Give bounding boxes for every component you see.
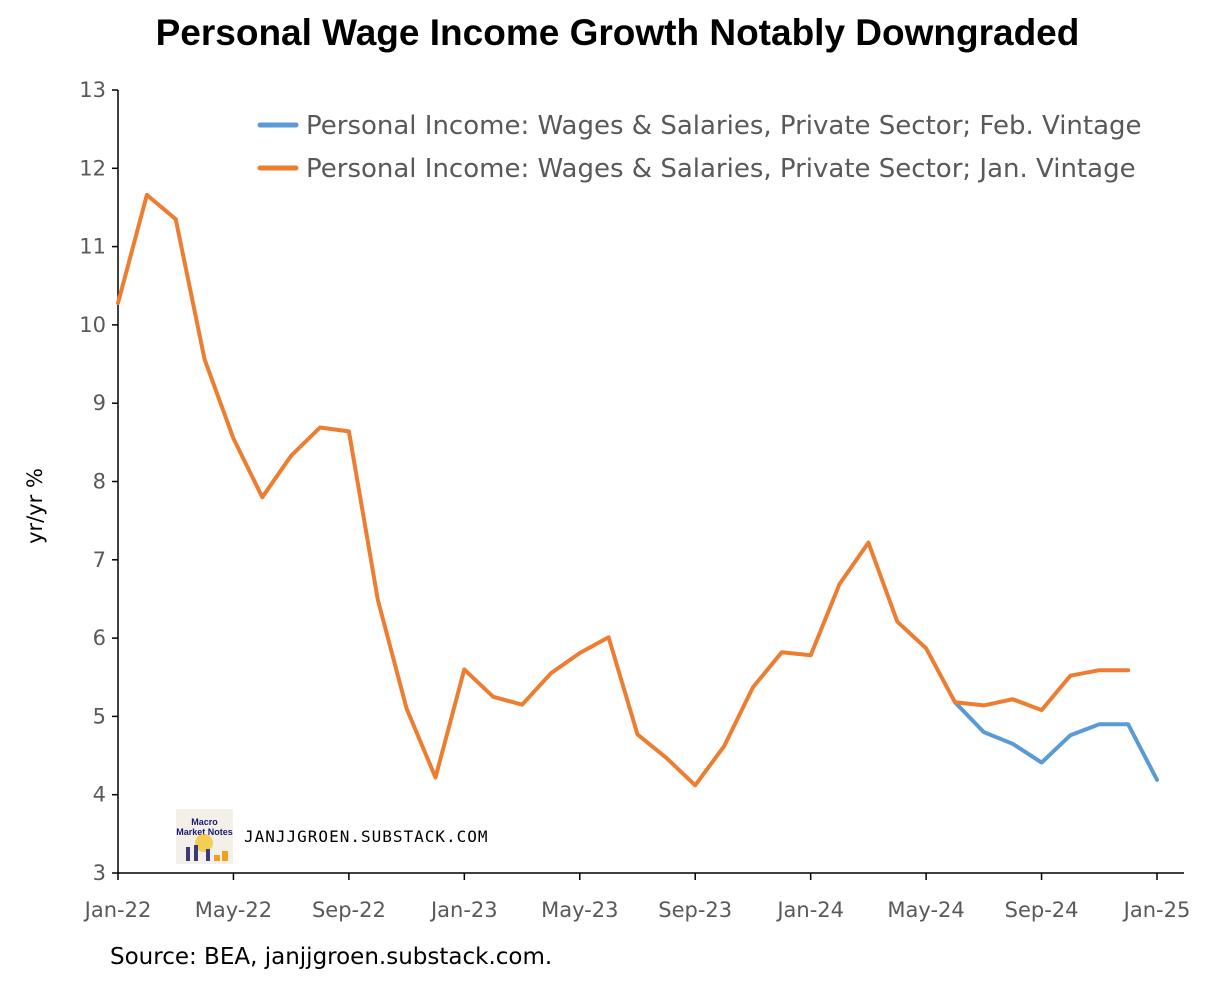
y-tick-label: 7 <box>93 548 106 572</box>
x-tick-label: May-23 <box>541 898 618 922</box>
y-tick-label: 10 <box>79 313 106 337</box>
y-tick-label: 9 <box>93 391 106 415</box>
y-tick-label: 6 <box>93 626 106 650</box>
y-tick-label: 8 <box>93 470 106 494</box>
legend: Personal Income: Wages & Salaries, Priva… <box>257 111 1142 184</box>
x-tick-label: Sep-22 <box>312 898 386 922</box>
series-line-jan-vintage <box>116 192 1131 788</box>
logo-text: Macro Market Notes <box>176 817 233 837</box>
series-lines <box>116 192 1159 788</box>
y-tick-label: 13 <box>79 78 106 102</box>
x-tick-label: Sep-23 <box>658 898 732 922</box>
macro-market-notes-logo: Macro Market Notes <box>176 809 233 864</box>
x-tick-label: Jan-24 <box>775 898 844 922</box>
watermark-text: JANJJGROEN.SUBSTACK.COM <box>244 827 489 846</box>
x-tick-label: Jan-23 <box>429 898 498 922</box>
series-line-feb-vintage <box>953 700 1159 782</box>
logo-figures-icon <box>186 834 228 861</box>
x-tick-label: Sep-24 <box>1005 898 1079 922</box>
chart-title: Personal Wage Income Growth Notably Down… <box>155 12 1080 53</box>
y-tick-label: 12 <box>79 156 106 180</box>
source-note: Source: BEA, janjjgroen.substack.com. <box>110 944 553 970</box>
y-tick-label: 11 <box>79 235 106 259</box>
axes <box>112 89 1184 880</box>
tick-labels: 3 4 5 6 7 8 9 10 11 12 13 Jan-22 May-22 Sep-22 Jan-23 M… <box>79 78 1190 922</box>
x-tick-label: Jan-22 <box>83 898 152 922</box>
x-tick-label: May-24 <box>887 898 964 922</box>
y-tick-label: 4 <box>93 783 106 807</box>
x-tick-label: May-22 <box>195 898 272 922</box>
y-tick-label: 3 <box>93 861 106 885</box>
x-tick-label: Jan-25 <box>1122 898 1191 922</box>
y-axis-label: yr/yr % <box>23 468 47 544</box>
legend-label: Personal Income: Wages & Salaries, Priva… <box>306 154 1136 184</box>
legend-label: Personal Income: Wages & Salaries, Priva… <box>306 111 1142 141</box>
y-tick-label: 5 <box>93 704 106 728</box>
